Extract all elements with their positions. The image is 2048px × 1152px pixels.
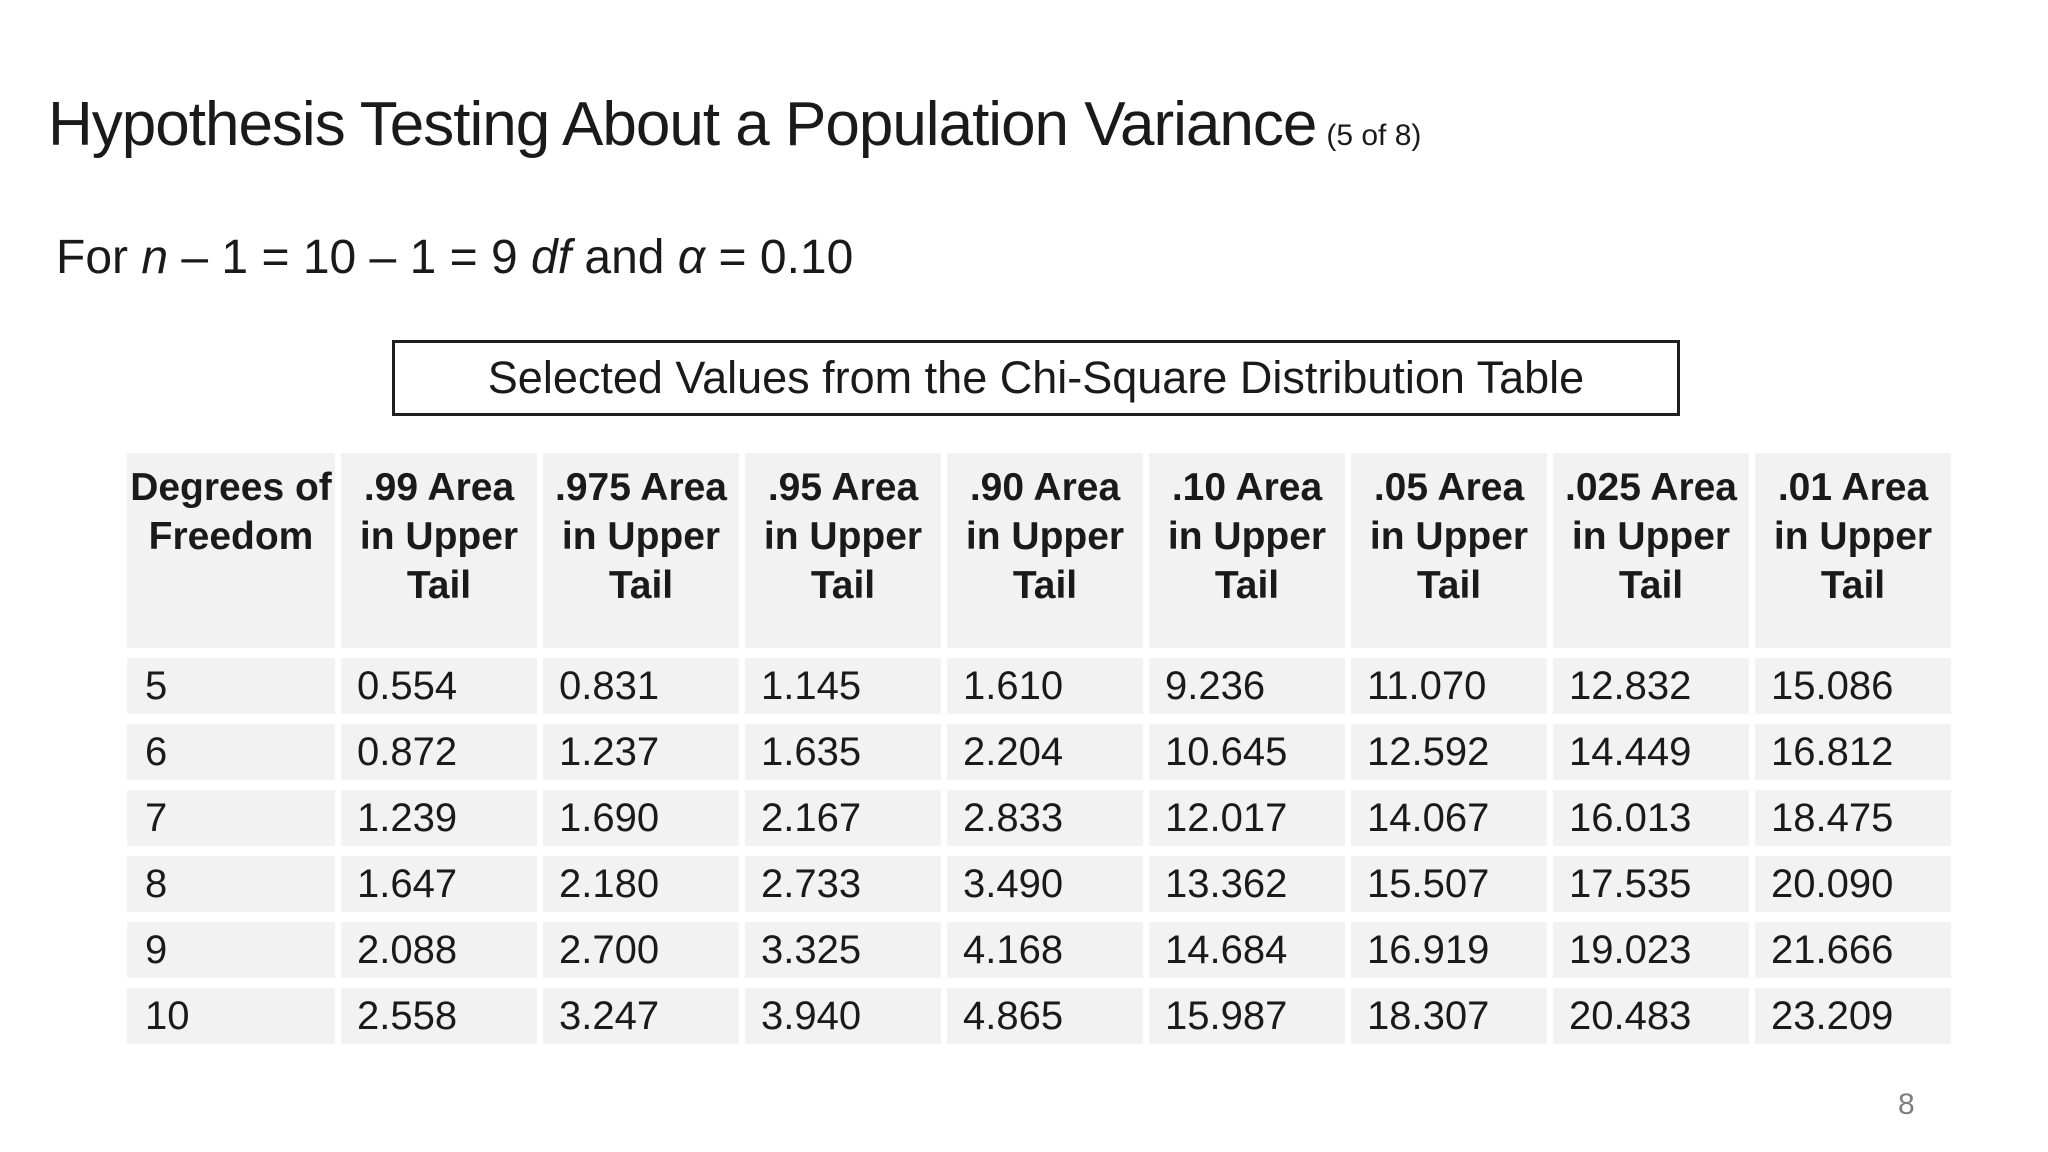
value-cell: 2.167 <box>745 790 941 846</box>
value-cell: 3.940 <box>745 988 941 1044</box>
value-cell: 20.090 <box>1755 856 1951 912</box>
chi-square-table: Degrees of Freedom .99 Area in Upper Tail… <box>121 443 1957 1054</box>
degrees-of-freedom-cell: 6 <box>127 724 335 780</box>
value-cell: 1.647 <box>341 856 537 912</box>
column-header: .99 Area in Upper Tail <box>341 453 537 648</box>
value-cell: 2.558 <box>341 988 537 1044</box>
column-header: .01 Area in Upper Tail <box>1755 453 1951 648</box>
slide-title-text: Hypothesis Testing About a Population Va… <box>48 90 1317 159</box>
value-cell: 15.987 <box>1149 988 1345 1044</box>
slide-title-suffix: (5 of 8) <box>1326 119 1422 152</box>
slide-title: Hypothesis Testing About a Population Va… <box>48 92 1421 169</box>
table-caption-text: Selected Values from the Chi-Square Dist… <box>487 352 1585 403</box>
value-cell: 13.362 <box>1149 856 1345 912</box>
value-cell: 18.307 <box>1351 988 1547 1044</box>
value-cell: 10.645 <box>1149 724 1345 780</box>
column-header: .95 Area in Upper Tail <box>745 453 941 648</box>
value-cell: 16.812 <box>1755 724 1951 780</box>
table-row: 9 2.088 2.700 3.325 4.168 14.684 16.919 19.023 2… <box>127 922 1951 978</box>
column-header: .90 Area in Upper Tail <box>947 453 1143 648</box>
value-cell: 12.592 <box>1351 724 1547 780</box>
column-header: Degrees of Freedom <box>127 453 335 648</box>
value-cell: 3.325 <box>745 922 941 978</box>
table-body: 5 0.554 0.831 1.145 1.610 9.236 11.070 12.832 15… <box>127 658 1951 1044</box>
value-cell: 2.180 <box>543 856 739 912</box>
degrees-of-freedom-cell: 8 <box>127 856 335 912</box>
table-row: 5 0.554 0.831 1.145 1.610 9.236 11.070 12.832 15… <box>127 658 1951 714</box>
subtitle-italic-segment: n <box>141 231 169 284</box>
value-cell: 15.086 <box>1755 658 1951 714</box>
table-header: Degrees of Freedom .99 Area in Upper Tail… <box>127 453 1951 648</box>
degrees-of-freedom-cell: 9 <box>127 922 335 978</box>
value-cell: 2.088 <box>341 922 537 978</box>
value-cell: 2.204 <box>947 724 1143 780</box>
table-row: 8 1.647 2.180 2.733 3.490 13.362 15.507 17.535 2… <box>127 856 1951 912</box>
table-row: 6 0.872 1.237 1.635 2.204 10.645 12.592 14.449 1… <box>127 724 1951 780</box>
table-caption-box: Selected Values from the Chi-Square Dist… <box>392 340 1680 416</box>
value-cell: 0.831 <box>543 658 739 714</box>
subtitle-segment: = 0.10 <box>705 231 854 284</box>
subtitle-segment: and <box>571 231 678 284</box>
subtitle-italic-segment: df <box>531 231 572 284</box>
value-cell: 2.733 <box>745 856 941 912</box>
value-cell: 1.610 <box>947 658 1143 714</box>
column-header: .975 Area in Upper Tail <box>543 453 739 648</box>
degrees-of-freedom-cell: 7 <box>127 790 335 846</box>
value-cell: 0.554 <box>341 658 537 714</box>
value-cell: 14.684 <box>1149 922 1345 978</box>
value-cell: 1.635 <box>745 724 941 780</box>
table-row: 7 1.239 1.690 2.167 2.833 12.017 14.067 16.013 1… <box>127 790 1951 846</box>
value-cell: 23.209 <box>1755 988 1951 1044</box>
degrees-of-freedom-cell: 5 <box>127 658 335 714</box>
value-cell: 1.145 <box>745 658 941 714</box>
value-cell: 20.483 <box>1553 988 1749 1044</box>
value-cell: 3.247 <box>543 988 739 1044</box>
value-cell: 0.872 <box>341 724 537 780</box>
value-cell: 2.833 <box>947 790 1143 846</box>
value-cell: 3.490 <box>947 856 1143 912</box>
value-cell: 17.535 <box>1553 856 1749 912</box>
table-header-row: Degrees of Freedom .99 Area in Upper Tail… <box>127 453 1951 648</box>
value-cell: 15.507 <box>1351 856 1547 912</box>
value-cell: 16.919 <box>1351 922 1547 978</box>
value-cell: 9.236 <box>1149 658 1345 714</box>
value-cell: 1.690 <box>543 790 739 846</box>
value-cell: 12.832 <box>1553 658 1749 714</box>
value-cell: 14.067 <box>1351 790 1547 846</box>
value-cell: 11.070 <box>1351 658 1547 714</box>
value-cell: 21.666 <box>1755 922 1951 978</box>
value-cell: 4.865 <box>947 988 1143 1044</box>
subtitle-italic-segment: α <box>677 231 706 284</box>
subtitle-segment: For <box>56 231 142 284</box>
column-header: .10 Area in Upper Tail <box>1149 453 1345 648</box>
page-number: 8 <box>1898 1088 1915 1121</box>
column-header: .025 Area in Upper Tail <box>1553 453 1749 648</box>
value-cell: 1.237 <box>543 724 739 780</box>
value-cell: 1.239 <box>341 790 537 846</box>
value-cell: 12.017 <box>1149 790 1345 846</box>
subtitle-formula: For n – 1 = 10 – 1 = 9 df and α = 0.10 <box>56 230 853 286</box>
value-cell: 14.449 <box>1553 724 1749 780</box>
value-cell: 18.475 <box>1755 790 1951 846</box>
subtitle-segment: – 1 = 10 – 1 = 9 <box>168 231 531 284</box>
column-header: .05 Area in Upper Tail <box>1351 453 1547 648</box>
table-row: 10 2.558 3.247 3.940 4.865 15.987 18.307 20.483… <box>127 988 1951 1044</box>
value-cell: 19.023 <box>1553 922 1749 978</box>
value-cell: 16.013 <box>1553 790 1749 846</box>
value-cell: 2.700 <box>543 922 739 978</box>
value-cell: 4.168 <box>947 922 1143 978</box>
degrees-of-freedom-cell: 10 <box>127 988 335 1044</box>
